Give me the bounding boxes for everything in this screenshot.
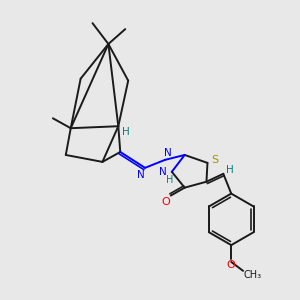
Text: CH₃: CH₃ — [244, 270, 262, 280]
Text: O: O — [227, 260, 236, 270]
Text: O: O — [161, 196, 170, 206]
Text: N: N — [137, 170, 145, 180]
Text: N: N — [164, 148, 172, 158]
Text: H: H — [122, 127, 130, 137]
Text: H: H — [166, 175, 173, 185]
Text: N: N — [159, 167, 167, 177]
Text: S: S — [211, 155, 218, 165]
Text: H: H — [226, 165, 234, 175]
